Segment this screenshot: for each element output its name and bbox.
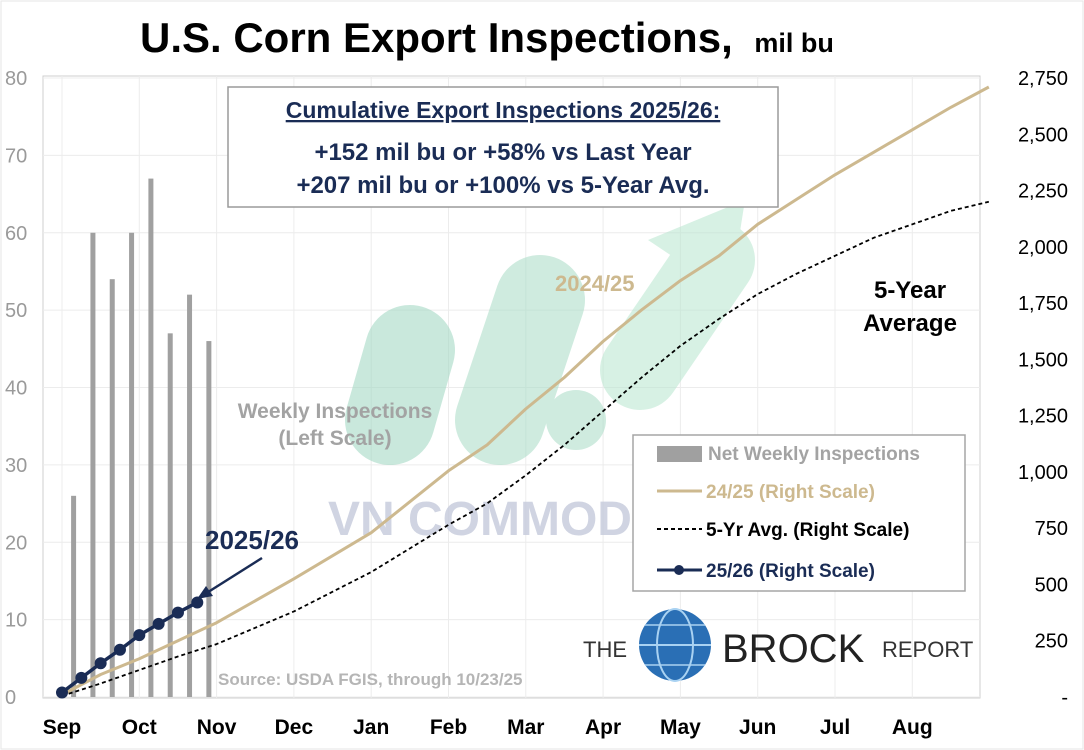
label-2526-arrowhead (197, 586, 213, 599)
x-tick-label: Jul (820, 716, 850, 739)
right-tick-label: 1,250 (1018, 406, 1068, 428)
right-tick-label: 250 (1035, 631, 1068, 653)
right-tick-label: 2,250 (1018, 181, 1068, 203)
logo-brock: BROCK (722, 627, 865, 671)
chart-title-unit: mil bu (754, 28, 834, 58)
right-tick-label: 1,500 (1018, 349, 1068, 371)
logo-the: THE (583, 637, 627, 662)
x-tick-label: Mar (507, 716, 544, 739)
right-tick-label: 500 (1035, 574, 1068, 596)
right-tick-label: 1,000 (1018, 462, 1068, 484)
legend-label-bars: Net Weekly Inspections (708, 444, 920, 465)
x-axis-ticks: Sep Oct Nov Dec Jan Feb Mar Apr May Jun Jul Aug (43, 716, 933, 739)
x-tick-label: Oct (122, 716, 157, 739)
weekly-bar (90, 232, 96, 697)
label-5yr-line-2: Average (863, 310, 957, 337)
left-tick-label: 50 (5, 300, 27, 322)
label-2425: 2024/25 (555, 271, 635, 296)
right-tick-label: - (1061, 687, 1068, 709)
summary-box-title: Cumulative Export Inspections 2025/26: (286, 97, 721, 123)
left-tick-label: 40 (5, 378, 27, 400)
series-2526-point (133, 629, 146, 642)
watermark-logo (345, 200, 755, 465)
x-tick-label: Jun (739, 716, 776, 739)
source-note: Source: USDA FGIS, through 10/23/25 (218, 670, 523, 689)
brock-report-logo: THE BROCK REPORT (583, 608, 973, 682)
x-tick-label: May (660, 716, 701, 739)
left-tick-label: 60 (5, 223, 27, 245)
series-2526-point (191, 596, 204, 609)
weekly-bar (167, 333, 173, 697)
left-tick-label: 70 (5, 145, 27, 167)
legend-label-2526: 25/26 (Right Scale) (706, 561, 875, 582)
weekly-bar (109, 279, 115, 697)
right-tick-label: 750 (1035, 518, 1068, 540)
x-tick-label: Jan (353, 716, 389, 739)
x-tick-label: Apr (585, 716, 621, 739)
series-2526-point (75, 671, 88, 684)
weekly-bar (129, 232, 135, 697)
right-tick-label: 2,750 (1018, 68, 1068, 90)
label-weekly-line-1: Weekly Inspections (238, 400, 433, 423)
left-tick-label: 10 (5, 610, 27, 632)
left-axis-ticks: 0 10 20 30 40 50 60 70 80 (5, 68, 27, 709)
weekly-bars (71, 178, 212, 697)
label-2526-arrow (204, 556, 263, 596)
weekly-bar (71, 495, 77, 697)
right-tick-label: 2,500 (1018, 124, 1068, 146)
legend-label-5yr: 5-Yr Avg. (Right Scale) (706, 520, 909, 541)
summary-box (227, 86, 779, 208)
series-line-1 (61, 200, 990, 697)
chart-title: U.S. Corn Export Inspections, mil bu (140, 14, 834, 61)
weekly-bar (206, 341, 212, 697)
x-tick-label: Sep (43, 716, 82, 739)
x-tick-label: Dec (275, 716, 314, 739)
left-tick-label: 80 (5, 68, 27, 90)
series-2526-point (56, 686, 68, 699)
label-5yr-line-1: 5-Year (874, 277, 946, 304)
series-2526-point (171, 606, 184, 619)
x-tick-label: Nov (197, 716, 237, 739)
series-line-0 (61, 85, 990, 697)
right-tick-label: 2,000 (1018, 237, 1068, 259)
left-tick-label: 0 (5, 687, 16, 709)
label-weekly-line-2: (Left Scale) (278, 427, 391, 450)
series-2526-point (152, 617, 165, 630)
weekly-bar (187, 294, 193, 697)
legend-swatch-bars (657, 446, 702, 462)
series-2526-point (113, 643, 126, 656)
logo-report: REPORT (882, 637, 973, 662)
summary-box-line-2: +207 mil bu or +100% vs 5-Year Avg. (296, 172, 709, 199)
right-axis-ticks: - 250 500 750 1,000 1,250 1,500 1,750 2,000 2,250… (1018, 68, 1068, 709)
label-2526: 2025/26 (205, 525, 299, 555)
right-tick-label: 1,750 (1018, 293, 1068, 315)
chart-title-main: U.S. Corn Export Inspections, (140, 14, 733, 61)
weekly-bar (148, 178, 154, 697)
x-tick-label: Aug (892, 716, 933, 739)
x-tick-label: Feb (430, 716, 467, 739)
series-2526-point (94, 657, 107, 670)
series-lines (56, 85, 990, 699)
legend-label-2425: 24/25 (Right Scale) (706, 482, 875, 503)
legend-swatch-2526-dot (674, 565, 684, 575)
summary-box-line-1: +152 mil bu or +58% vs Last Year (314, 139, 691, 166)
left-tick-label: 30 (5, 455, 27, 477)
left-tick-label: 20 (5, 532, 27, 554)
